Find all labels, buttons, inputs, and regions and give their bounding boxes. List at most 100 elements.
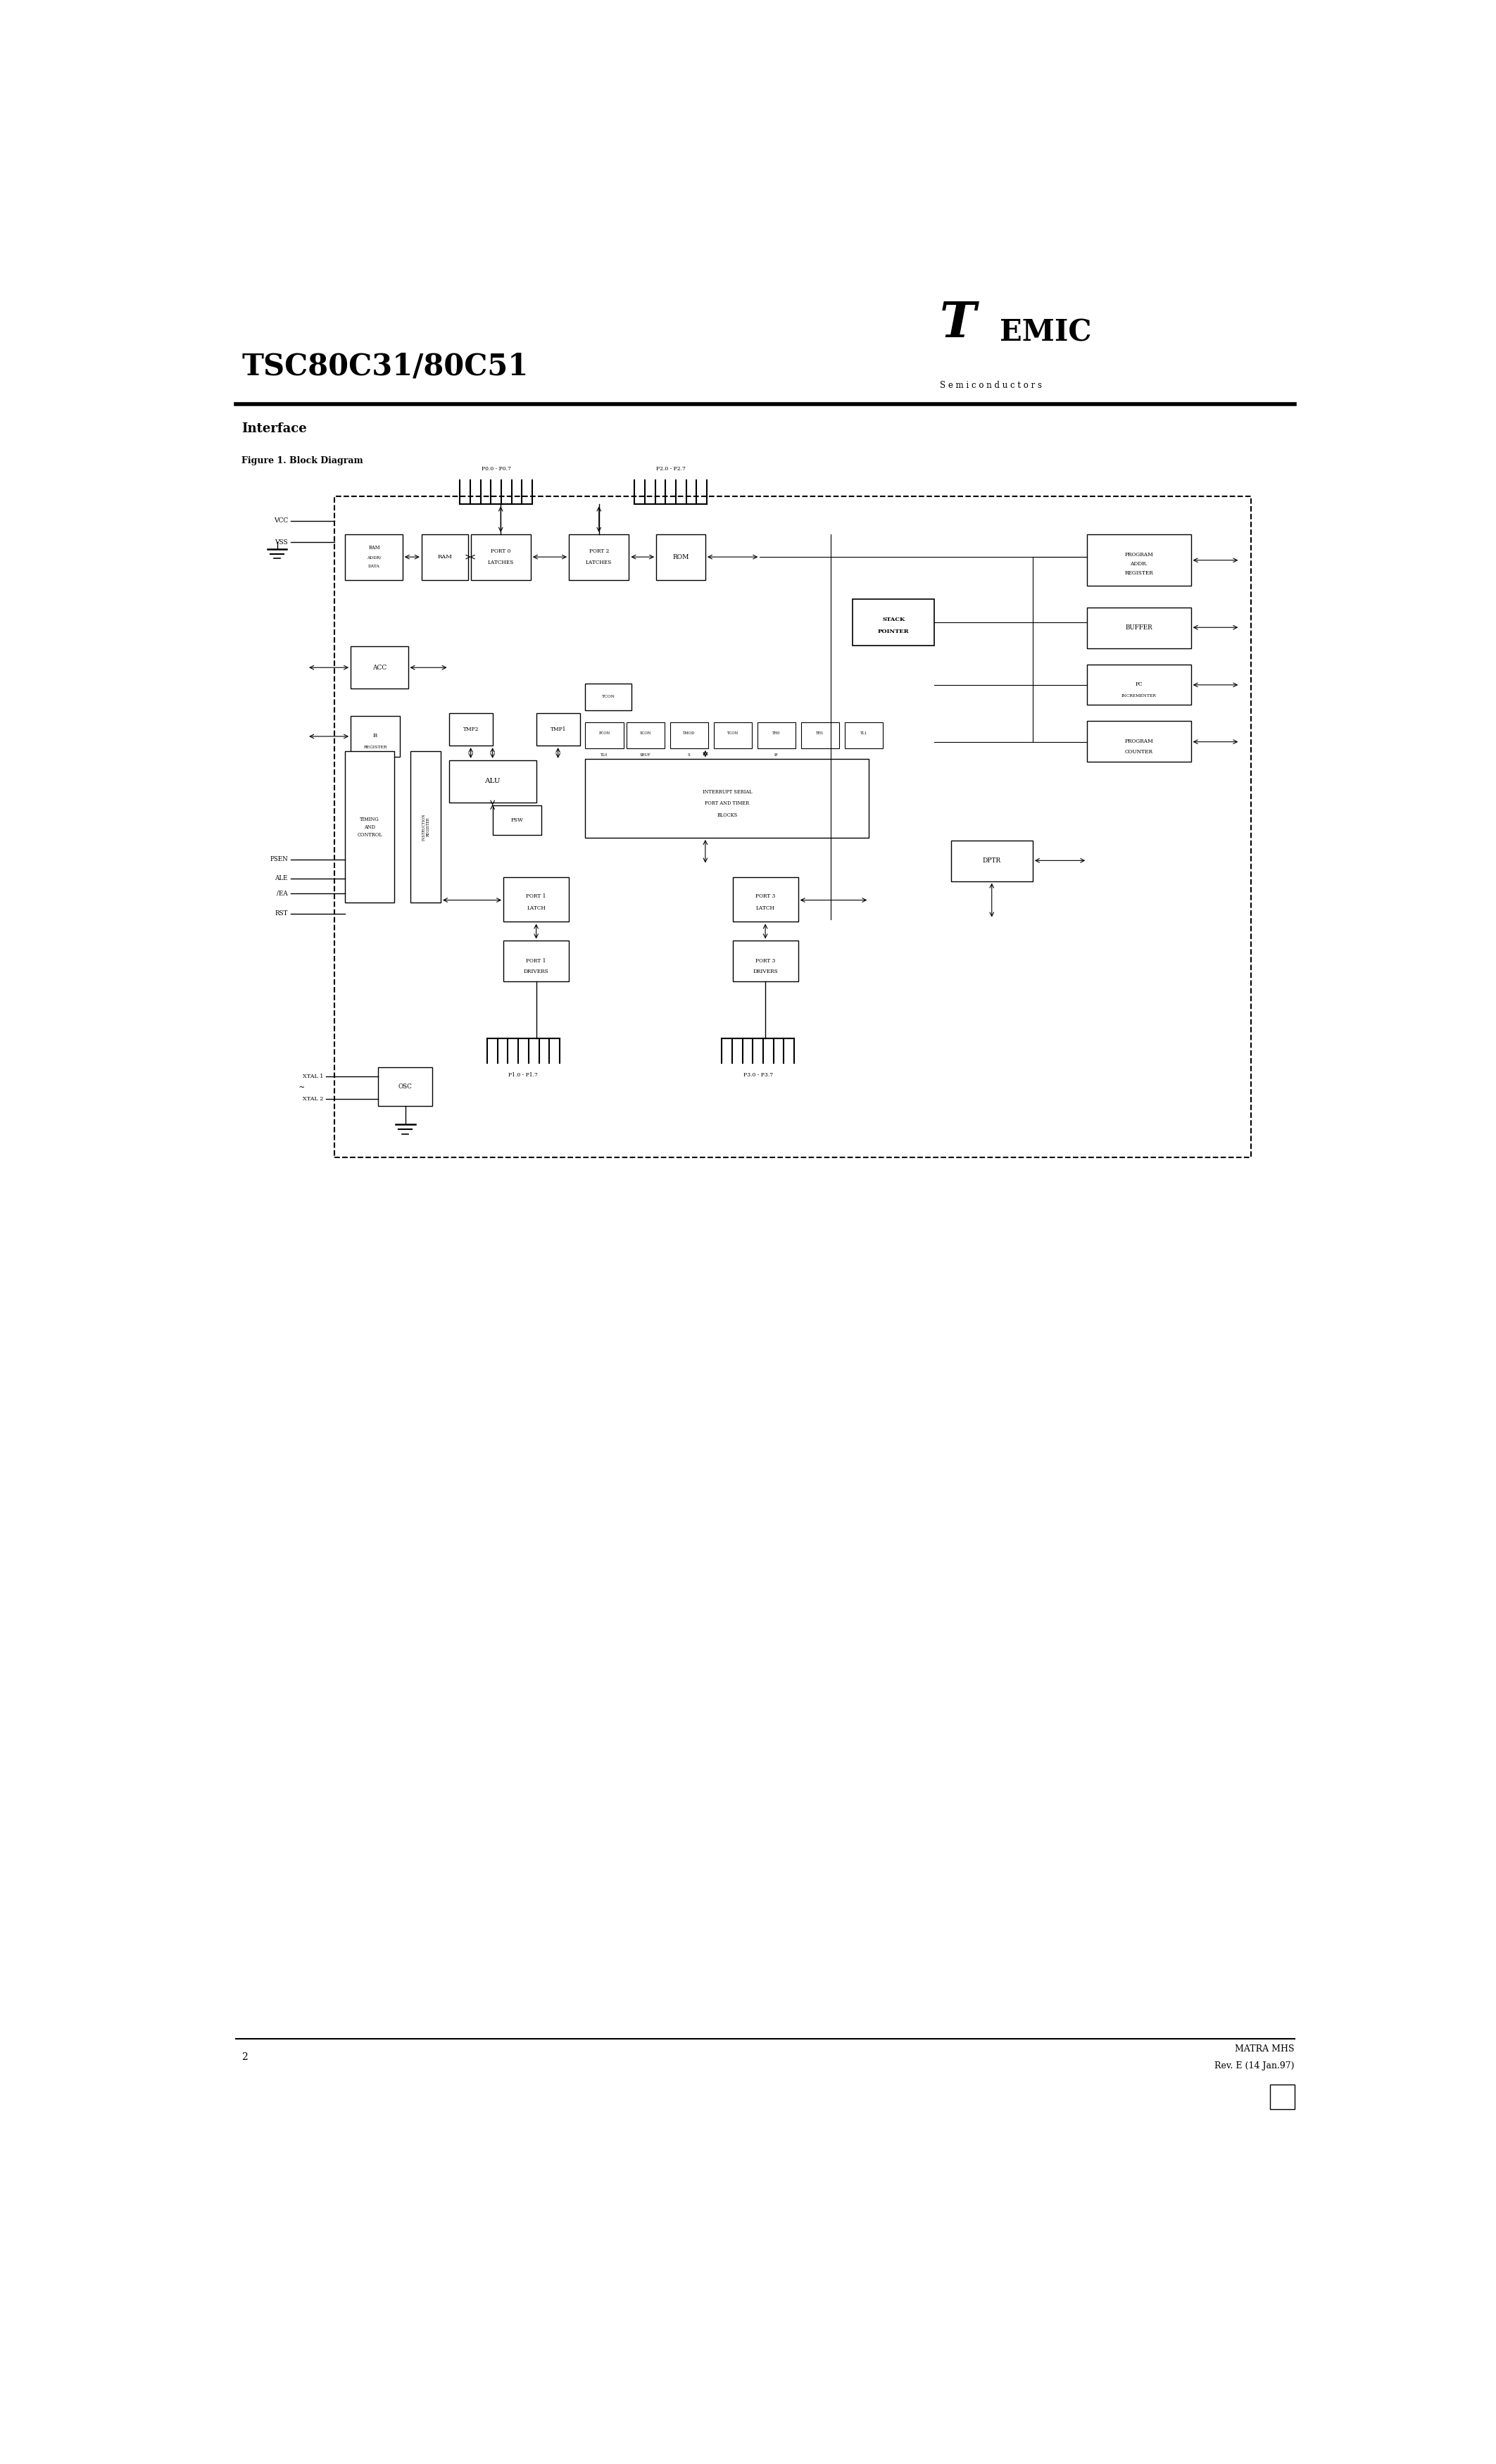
Bar [733, 877, 797, 922]
Bar [627, 722, 664, 749]
Text: REGISTER: REGISTER [364, 747, 387, 749]
Text: REGISTER: REGISTER [1125, 569, 1153, 577]
Text: PROGRAM: PROGRAM [1125, 739, 1153, 744]
Text: INTERRUPT SERIAL: INTERRUPT SERIAL [702, 788, 752, 793]
Bar [568, 535, 628, 579]
Bar [853, 599, 935, 646]
Text: PORT 0: PORT 0 [491, 549, 510, 554]
Text: P1.0 - P1.7: P1.0 - P1.7 [509, 1072, 539, 1077]
Text: S: S [688, 754, 690, 756]
Bar [757, 722, 796, 749]
Text: MATRA MHS: MATRA MHS [1236, 2045, 1294, 2055]
Bar [411, 752, 441, 902]
Text: BUFFER: BUFFER [1125, 623, 1153, 631]
Bar [585, 759, 869, 838]
Text: VSS: VSS [275, 540, 287, 545]
Text: BLOCKS: BLOCKS [717, 813, 738, 818]
Text: IP: IP [775, 754, 778, 756]
Text: SBUF: SBUF [640, 754, 651, 756]
Text: EMIC: EMIC [999, 318, 1092, 347]
Text: Figure 1. Block Diagram: Figure 1. Block Diagram [241, 456, 364, 466]
Text: P2.0 - P2.7: P2.0 - P2.7 [655, 466, 685, 471]
Bar [800, 722, 839, 749]
Text: POINTER: POINTER [878, 628, 910, 636]
Text: PORT 1: PORT 1 [527, 894, 546, 899]
Text: DRIVERS: DRIVERS [524, 968, 549, 973]
Text: XTAL 2: XTAL 2 [302, 1096, 323, 1101]
Bar [422, 535, 468, 579]
Text: TIMING
AND
CONTROL: TIMING AND CONTROL [358, 816, 383, 838]
Text: /EA: /EA [277, 890, 287, 897]
Bar [670, 722, 708, 749]
Text: TL0: TL0 [601, 754, 607, 756]
Text: DRIVERS: DRIVERS [752, 968, 778, 973]
Bar [1270, 2085, 1294, 2109]
Bar [1088, 606, 1191, 648]
Text: COUNTER: COUNTER [1125, 749, 1153, 754]
Bar [378, 1067, 432, 1106]
Text: PCON: PCON [598, 732, 610, 734]
Bar [844, 722, 883, 749]
Text: XTAL 1: XTAL 1 [302, 1074, 323, 1079]
Bar [1088, 722, 1191, 761]
Text: TMP1: TMP1 [551, 727, 565, 732]
Text: ALE: ALE [275, 875, 287, 882]
Text: VCC: VCC [274, 517, 287, 525]
Bar [1088, 535, 1191, 586]
Text: RAM: RAM [368, 545, 380, 549]
Bar [350, 715, 399, 756]
Text: LATCH: LATCH [527, 904, 546, 912]
Bar [346, 752, 395, 902]
Text: OSC: OSC [398, 1084, 413, 1089]
Text: PC: PC [1135, 683, 1143, 687]
Bar [346, 535, 402, 579]
Bar [449, 761, 536, 803]
Text: RST: RST [275, 912, 287, 917]
Text: TCON: TCON [601, 695, 615, 700]
Bar [585, 722, 624, 749]
Text: STACK: STACK [883, 616, 905, 621]
Bar [536, 712, 580, 747]
Bar [657, 535, 705, 579]
Text: ADDR.: ADDR. [1131, 562, 1147, 567]
Text: RAM: RAM [438, 554, 452, 559]
Text: PORT 1: PORT 1 [527, 958, 546, 963]
Text: TCON: TCON [727, 732, 739, 734]
Text: DPTR: DPTR [983, 857, 1001, 865]
Text: TMP2: TMP2 [462, 727, 479, 732]
Bar [714, 722, 751, 749]
Bar [951, 840, 1032, 882]
Text: PROGRAM: PROGRAM [1125, 552, 1153, 557]
Bar [504, 877, 568, 922]
Text: Rev. E (14 Jan.97): Rev. E (14 Jan.97) [1215, 2060, 1294, 2070]
Text: TSC80C31/80C51: TSC80C31/80C51 [241, 352, 528, 382]
Text: PORT AND TIMER: PORT AND TIMER [705, 801, 749, 806]
Text: PSW: PSW [510, 818, 524, 823]
Text: TL1: TL1 [860, 732, 868, 734]
Text: INSTRUCTION
REGISTER: INSTRUCTION REGISTER [422, 813, 429, 840]
Text: ACC: ACC [373, 665, 387, 670]
Text: ALU: ALU [485, 779, 501, 784]
Text: LATCH: LATCH [755, 904, 775, 912]
Text: INCREMENTER: INCREMENTER [1122, 695, 1156, 697]
Bar [492, 806, 542, 835]
Text: PORT 2: PORT 2 [589, 549, 609, 554]
Bar [449, 712, 492, 747]
Text: Interface: Interface [241, 421, 307, 434]
Text: P3.0 - P3.7: P3.0 - P3.7 [744, 1072, 773, 1077]
Text: ~: ~ [299, 1084, 304, 1092]
Text: PORT 3: PORT 3 [755, 894, 775, 899]
Bar [350, 646, 408, 687]
Text: S e m i c o n d u c t o r s: S e m i c o n d u c t o r s [939, 379, 1043, 389]
Text: ADDR/: ADDR/ [367, 557, 381, 559]
Text: T: T [939, 301, 977, 347]
Text: B: B [373, 732, 377, 739]
Bar [504, 941, 568, 981]
Text: DATA: DATA [368, 564, 380, 569]
Text: P0.0 - P0.7: P0.0 - P0.7 [482, 466, 510, 471]
Text: TMOD: TMOD [682, 732, 696, 734]
Text: TH1: TH1 [815, 732, 824, 734]
Text: PSEN: PSEN [269, 857, 287, 862]
Text: ROM: ROM [673, 554, 690, 559]
Bar [1088, 665, 1191, 705]
